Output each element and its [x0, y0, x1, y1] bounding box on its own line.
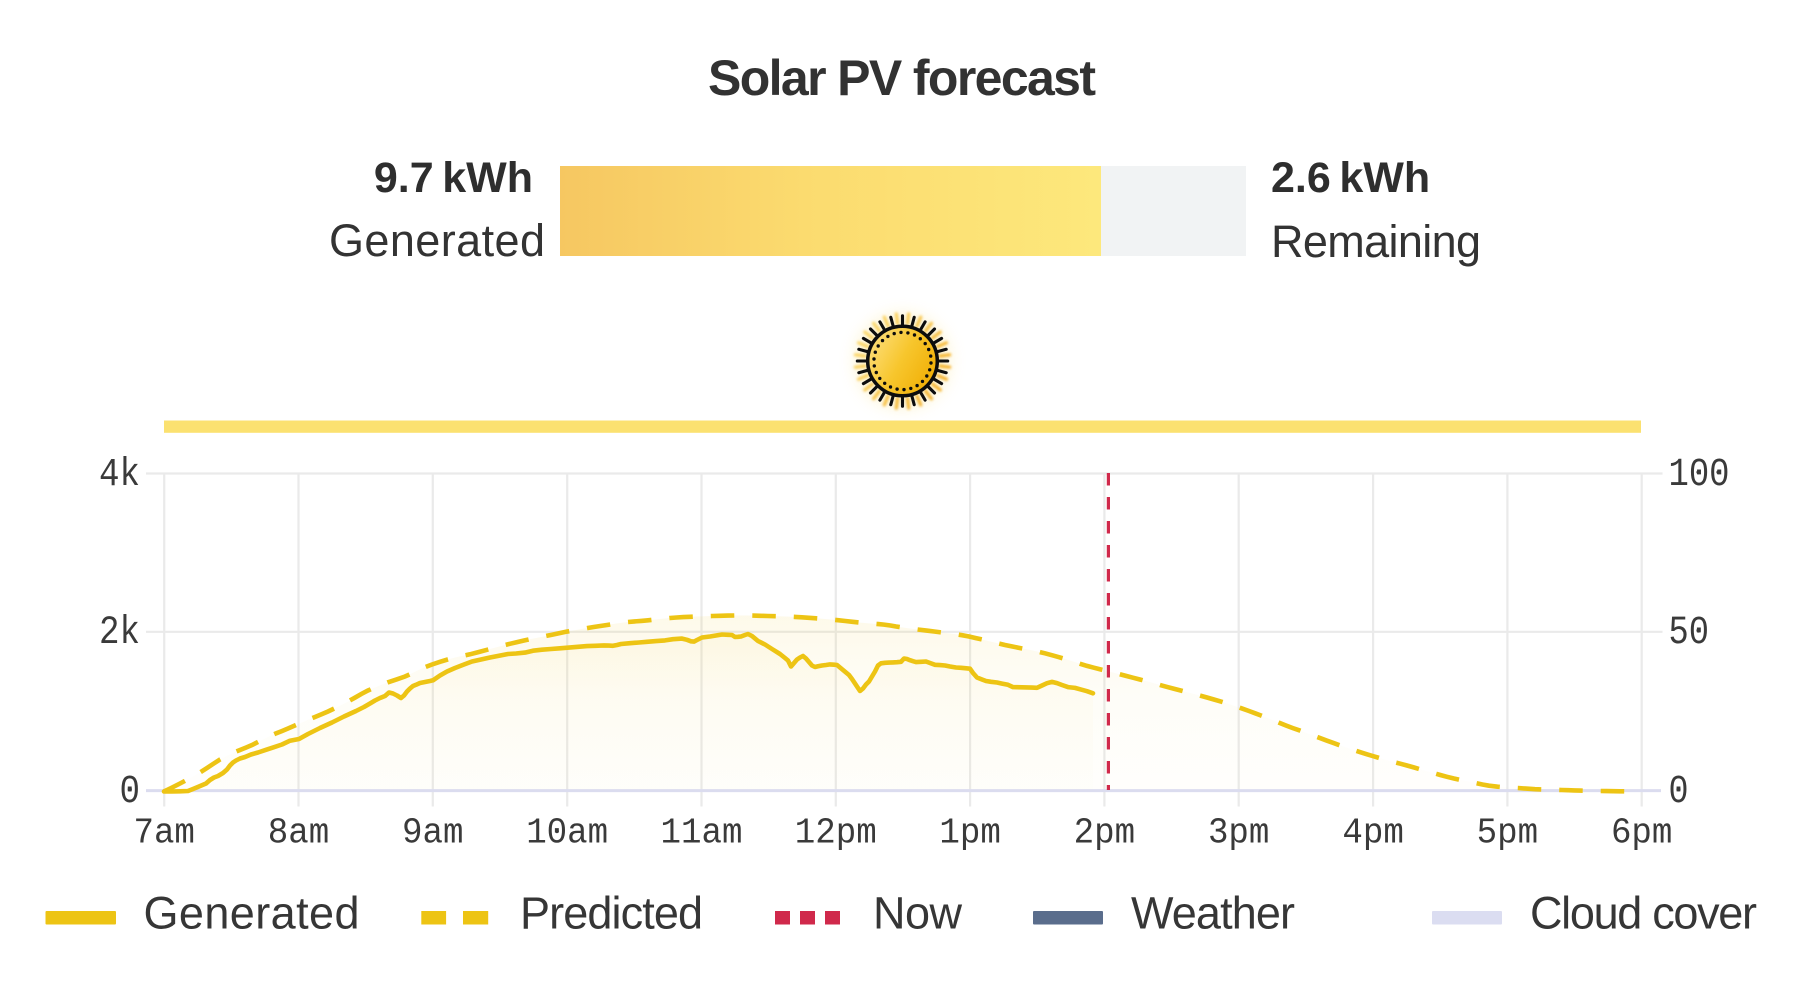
svg-text:2k: 2k — [99, 611, 140, 656]
svg-text:Now: Now — [873, 888, 963, 939]
svg-text:9am: 9am — [402, 813, 464, 854]
svg-text:9.7 kWh: 9.7 kWh — [374, 154, 533, 202]
svg-text:0: 0 — [120, 770, 141, 815]
svg-text:6pm: 6pm — [1611, 813, 1673, 854]
svg-text:Solar PV forecast: Solar PV forecast — [708, 50, 1096, 106]
svg-text:3pm: 3pm — [1208, 813, 1270, 854]
svg-text:8am: 8am — [268, 813, 330, 854]
svg-text:1pm: 1pm — [939, 813, 1001, 854]
svg-text:50: 50 — [1669, 611, 1710, 656]
svg-text:7am: 7am — [133, 813, 195, 854]
svg-text:100: 100 — [1669, 453, 1730, 498]
svg-text:Generated: Generated — [144, 888, 360, 939]
svg-text:2pm: 2pm — [1074, 813, 1136, 854]
svg-text:2.6 kWh: 2.6 kWh — [1271, 154, 1430, 202]
svg-text:5pm: 5pm — [1477, 813, 1539, 854]
svg-text:Weather: Weather — [1131, 888, 1295, 939]
svg-text:4k: 4k — [99, 453, 140, 498]
svg-text:11am: 11am — [661, 813, 743, 854]
svg-text:Predicted: Predicted — [520, 888, 703, 939]
svg-text:Remaining: Remaining — [1271, 216, 1481, 267]
svg-text:10am: 10am — [526, 813, 608, 854]
svg-text:0: 0 — [1669, 770, 1689, 815]
svg-text:Cloud cover: Cloud cover — [1530, 888, 1757, 939]
svg-text:4pm: 4pm — [1342, 813, 1404, 854]
svg-text:Generated: Generated — [329, 215, 545, 266]
svg-text:12pm: 12pm — [795, 813, 877, 854]
